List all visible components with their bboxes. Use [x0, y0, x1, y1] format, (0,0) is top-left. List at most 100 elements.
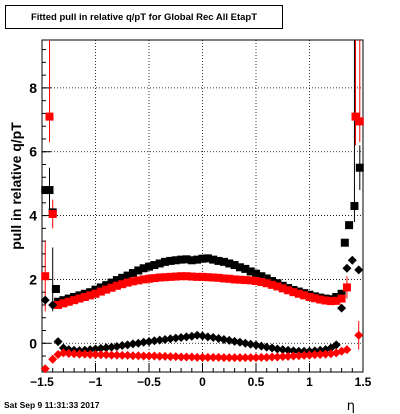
square-marker	[139, 275, 148, 284]
square-marker	[112, 276, 121, 285]
diamond-marker	[48, 354, 58, 364]
diamond-marker	[321, 349, 331, 359]
diamond-marker	[139, 337, 149, 347]
diamond-marker	[171, 352, 181, 362]
square-marker	[241, 264, 250, 273]
square-marker	[150, 261, 159, 270]
diamond-marker	[40, 364, 50, 374]
square-marker	[187, 272, 196, 281]
square-marker	[203, 254, 212, 263]
diamond-marker	[310, 350, 320, 360]
square-marker	[161, 273, 170, 282]
diamond-marker	[176, 352, 186, 362]
square-marker	[340, 238, 349, 247]
square-marker	[294, 289, 303, 298]
diamond-marker	[149, 351, 159, 361]
diamond-marker	[354, 330, 364, 340]
x-tick-label: −0.5	[137, 375, 161, 389]
diamond-marker	[53, 337, 63, 347]
square-marker	[54, 300, 63, 309]
square-marker	[337, 294, 346, 303]
diamond-marker	[272, 352, 282, 362]
square-marker	[45, 186, 54, 195]
square-marker	[230, 275, 239, 284]
x-tick-label: 1.5	[355, 375, 372, 389]
diamond-marker	[208, 352, 218, 362]
diamond-marker	[85, 349, 95, 359]
diamond-marker	[315, 349, 325, 359]
square-marker	[51, 285, 60, 293]
square-marker	[107, 278, 116, 287]
square-marker	[230, 261, 239, 270]
square-marker	[193, 255, 202, 264]
square-marker	[171, 256, 180, 265]
x-tick-label: 0.5	[248, 375, 265, 389]
square-marker	[102, 281, 111, 290]
square-marker	[198, 254, 207, 263]
diamond-marker	[181, 352, 191, 362]
diamond-marker	[203, 352, 213, 362]
diamond-marker	[342, 345, 352, 355]
square-marker	[235, 275, 244, 284]
square-marker	[80, 292, 89, 301]
square-marker	[123, 271, 132, 280]
diamond-marker	[267, 352, 277, 362]
diamond-marker	[294, 351, 304, 361]
square-marker	[219, 274, 228, 283]
square-marker	[150, 274, 159, 283]
diamond-marker	[160, 334, 170, 344]
diamond-marker	[85, 345, 95, 355]
diamond-marker	[69, 349, 79, 359]
diamond-marker	[240, 353, 250, 363]
diamond-marker	[128, 339, 138, 349]
square-marker	[41, 186, 50, 195]
square-marker	[257, 272, 266, 281]
diamond-marker	[149, 336, 159, 346]
square-marker	[342, 283, 351, 292]
diamond-marker	[354, 265, 364, 275]
square-marker	[91, 289, 100, 298]
square-marker	[268, 280, 277, 289]
square-marker	[48, 209, 57, 218]
diamond-marker	[299, 350, 309, 360]
grid-lines	[42, 40, 363, 372]
diamond-marker	[272, 344, 282, 354]
diamond-marker	[246, 353, 256, 363]
square-marker	[177, 255, 186, 264]
square-marker	[123, 278, 132, 287]
diamond-marker	[171, 333, 181, 343]
square-marker	[75, 294, 84, 303]
square-marker	[355, 163, 364, 172]
x-tick-label: 1	[306, 375, 313, 389]
square-marker	[139, 264, 148, 273]
square-marker	[182, 272, 191, 281]
diamond-marker	[305, 350, 314, 360]
square-marker	[252, 277, 260, 286]
diamond-marker	[74, 349, 84, 359]
diamond-marker	[278, 345, 288, 355]
x-tick-label: −1	[89, 375, 103, 389]
diamond-marker	[80, 349, 90, 359]
square-marker	[284, 286, 293, 295]
timestamp: Sat Sep 9 11:31:33 2017	[4, 400, 100, 410]
square-marker	[252, 269, 260, 278]
diamond-marker	[112, 350, 122, 360]
diamond-marker	[224, 353, 234, 363]
square-marker	[345, 221, 354, 230]
square-marker	[257, 277, 266, 286]
square-marker	[107, 283, 116, 292]
square-marker	[134, 276, 143, 285]
square-marker	[350, 202, 359, 210]
square-marker	[316, 295, 325, 304]
diamond-marker	[181, 332, 191, 342]
diamond-marker	[160, 351, 170, 361]
square-marker	[209, 255, 218, 264]
tick-labels: −1.5 −1 −0.5 0 0.5 1 1.5 0 2 4 6 8	[29, 80, 371, 389]
y-tick-label: 4	[29, 208, 37, 224]
square-marker	[246, 267, 255, 276]
diamond-marker	[101, 343, 111, 353]
square-marker	[198, 272, 207, 281]
x-tick-label: 0	[199, 375, 206, 389]
square-marker	[96, 283, 105, 292]
square-marker	[59, 299, 68, 308]
